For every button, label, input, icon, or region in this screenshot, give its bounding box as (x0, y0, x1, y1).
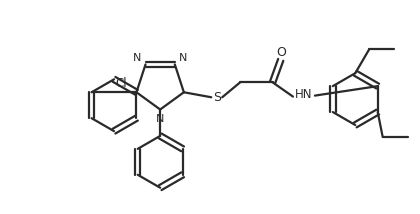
Text: S: S (213, 91, 221, 104)
Text: O: O (276, 46, 286, 59)
Text: Cl: Cl (116, 77, 127, 90)
Text: N: N (179, 53, 187, 63)
Text: N: N (156, 114, 164, 125)
Text: N: N (133, 53, 141, 63)
Text: HN: HN (295, 88, 313, 101)
